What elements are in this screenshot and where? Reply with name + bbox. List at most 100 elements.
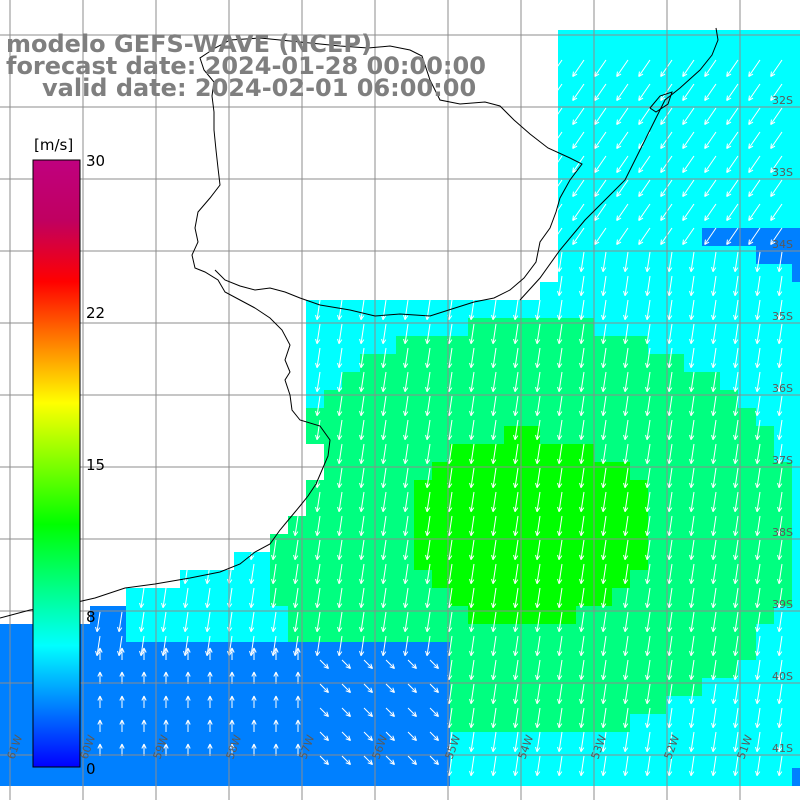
- field-cell: [792, 318, 800, 336]
- wind-arrow: [207, 719, 213, 732]
- field-cell: [612, 282, 630, 300]
- field-cell: [468, 732, 486, 750]
- wind-arrow: [183, 563, 189, 585]
- field-cell: [252, 768, 270, 786]
- field-cell: [360, 570, 378, 588]
- field-cell: [666, 444, 684, 462]
- wind-arrow: [711, 347, 717, 369]
- wind-arrow: [469, 755, 475, 777]
- field-cell: [342, 372, 360, 390]
- wind-arrow: [513, 347, 519, 369]
- wind-arrow: [273, 695, 279, 708]
- field-cell: [702, 588, 720, 606]
- field-cell: [540, 336, 558, 354]
- field-cell: [756, 336, 774, 354]
- field-cell: [684, 354, 702, 372]
- wind-arrow: [777, 515, 783, 537]
- wind-arrow: [777, 371, 783, 393]
- wind-arrow: [293, 515, 299, 537]
- wind-arrow: [491, 563, 497, 585]
- wind-arrow: [689, 731, 695, 753]
- wind-arrow: [770, 203, 783, 221]
- wind-arrow: [557, 659, 563, 681]
- field-cell: [468, 660, 486, 678]
- wind-arrow: [579, 419, 585, 441]
- wind-arrow: [491, 395, 497, 417]
- field-cell: [432, 480, 450, 498]
- wind-arrow: [557, 683, 563, 705]
- wind-arrow: [682, 227, 695, 245]
- field-cell: [648, 552, 666, 570]
- field-cell: [144, 696, 162, 714]
- field-cell: [540, 462, 558, 480]
- field-cell: [756, 714, 774, 732]
- field-cell: [306, 642, 324, 660]
- wind-arrow: [469, 491, 475, 513]
- wind-arrow: [315, 539, 321, 561]
- field-cell: [162, 768, 180, 786]
- field-cell: [612, 642, 630, 660]
- field-cell: [342, 516, 360, 534]
- wind-arrow: [403, 563, 409, 585]
- wind-arrow: [271, 587, 277, 609]
- wind-arrow: [623, 491, 629, 513]
- field-cell: [630, 246, 648, 264]
- field-cell: [18, 624, 36, 642]
- wind-arrow: [579, 515, 585, 537]
- field-cell: [792, 480, 800, 498]
- field-cell: [648, 570, 666, 588]
- field-cell: [306, 516, 324, 534]
- field-cell: [468, 606, 486, 624]
- field-cell: [702, 210, 720, 228]
- field-cell: [666, 66, 684, 84]
- field-cell: [360, 354, 378, 372]
- field-cell: [558, 660, 576, 678]
- field-cell: [648, 768, 666, 786]
- field-cell: [774, 408, 792, 426]
- wind-arrow: [601, 515, 607, 537]
- field-cell: [756, 372, 774, 390]
- wind-arrow: [535, 323, 541, 345]
- wind-arrow: [726, 83, 739, 101]
- field-cell: [702, 138, 720, 156]
- wind-arrow: [733, 635, 739, 657]
- field-cell: [684, 120, 702, 138]
- field-cell: [414, 354, 432, 372]
- field-cell: [702, 336, 720, 354]
- field-cell: [522, 318, 540, 336]
- wind-arrow: [381, 587, 387, 609]
- field-cell: [720, 498, 738, 516]
- wind-arrow: [550, 155, 563, 173]
- field-cell: [414, 696, 432, 714]
- field-cell: [792, 390, 800, 408]
- field-cell: [360, 768, 378, 786]
- field-cell: [540, 282, 558, 300]
- field-cell: [324, 426, 342, 444]
- wind-arrow: [601, 563, 607, 585]
- field-cell: [648, 246, 666, 264]
- field-cell: [198, 678, 216, 696]
- field-cell: [684, 228, 702, 246]
- field-cell: [738, 228, 756, 246]
- field-cell: [234, 696, 252, 714]
- field-cell: [396, 480, 414, 498]
- wind-arrow: [425, 491, 431, 513]
- field-cell: [756, 768, 774, 786]
- wind-arrow: [645, 491, 651, 513]
- field-cell: [684, 498, 702, 516]
- field-cell: [396, 318, 414, 336]
- field-cell: [378, 588, 396, 606]
- field-cell: [774, 696, 792, 714]
- field-cell: [450, 516, 468, 534]
- wind-arrow: [295, 695, 301, 708]
- wind-arrow: [733, 371, 739, 393]
- field-cell: [594, 588, 612, 606]
- field-cell: [540, 624, 558, 642]
- wind-arrow: [645, 275, 651, 297]
- field-cell: [414, 570, 432, 588]
- field-cell: [774, 300, 792, 318]
- wind-speed-field: [0, 30, 800, 786]
- field-cell: [216, 660, 234, 678]
- wind-arrow: [359, 491, 365, 513]
- wind-arrow: [359, 371, 365, 393]
